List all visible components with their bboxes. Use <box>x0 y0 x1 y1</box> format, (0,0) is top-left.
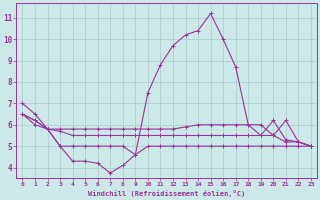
X-axis label: Windchill (Refroidissement éolien,°C): Windchill (Refroidissement éolien,°C) <box>88 190 245 197</box>
